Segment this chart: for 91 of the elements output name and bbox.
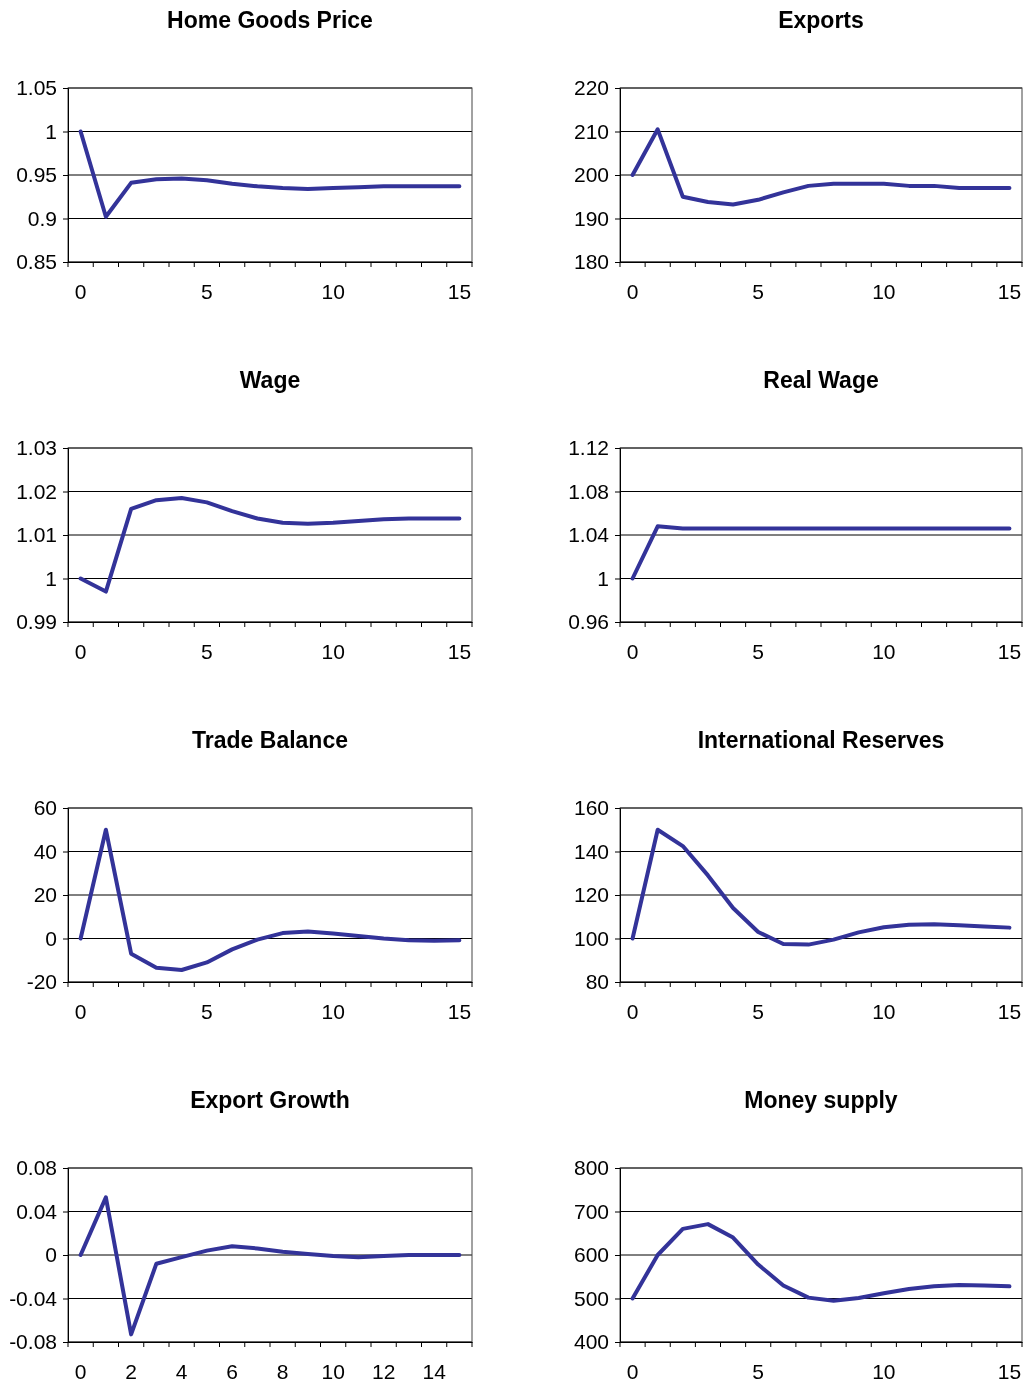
y-tick-label: 80 — [585, 970, 609, 994]
x-tick-label: 15 — [997, 639, 1022, 663]
chart-title: Home Goods Price — [167, 7, 373, 33]
y-tick-label: 0 — [45, 1243, 57, 1267]
y-tick-label: 0.08 — [16, 1156, 57, 1180]
chart-title: Wage — [239, 367, 301, 393]
line-series — [78, 1195, 462, 1337]
x-tick-label: 5 — [201, 639, 213, 663]
y-tick-label: 800 — [573, 1156, 609, 1180]
line-series — [630, 827, 1012, 947]
line-series — [78, 827, 462, 973]
y-tick-label: 100 — [573, 926, 609, 950]
x-tick-label: 14 — [422, 1359, 447, 1383]
y-tick-label: 0.85 — [16, 250, 57, 274]
x-tick-label: 5 — [752, 279, 765, 303]
y-tick-label: 180 — [573, 250, 609, 274]
chart-title: Money supply — [744, 1087, 898, 1113]
y-tick-label: 1 — [45, 566, 57, 590]
x-tick-label: 5 — [201, 999, 213, 1023]
y-tick-label: 1 — [597, 566, 609, 590]
x-tick-label: 10 — [321, 1359, 345, 1383]
y-tick-label: 0.96 — [568, 610, 609, 634]
y-tick-label: 1.03 — [16, 436, 57, 460]
x-tick-label: 10 — [321, 999, 345, 1023]
y-tick-label: 0.99 — [16, 610, 57, 634]
x-tick-label: 0 — [74, 639, 87, 663]
line-series — [78, 129, 462, 219]
x-tick-label: 0 — [626, 999, 639, 1023]
line-series — [630, 1222, 1012, 1303]
y-tick-label: 210 — [573, 119, 609, 143]
y-tick-label: 0 — [45, 926, 57, 950]
y-tick-label: 120 — [573, 883, 609, 907]
x-tick-label: 0 — [626, 1359, 639, 1383]
x-tick-label: 10 — [872, 639, 896, 663]
y-tick-label: 500 — [573, 1286, 609, 1310]
x-tick-label: 5 — [752, 1359, 765, 1383]
x-tick-label: 5 — [752, 639, 765, 663]
x-tick-label: 15 — [997, 279, 1022, 303]
y-tick-label: 0.04 — [16, 1199, 58, 1223]
y-tick-label: 700 — [573, 1199, 609, 1223]
y-tick-label: 1.12 — [568, 436, 609, 460]
y-tick-label: 1.01 — [16, 523, 57, 547]
x-tick-label: 15 — [447, 639, 472, 663]
y-tick-label: 1.08 — [568, 479, 609, 503]
x-tick-label: 15 — [997, 1359, 1022, 1383]
chart-title: Exports — [778, 7, 864, 33]
y-tick-label: 1 — [45, 119, 57, 143]
x-tick-label: 10 — [872, 1359, 896, 1383]
chart-title: International Reserves — [697, 727, 945, 753]
y-tick-label: 220 — [573, 76, 609, 100]
y-tick-label: -0.04 — [9, 1286, 58, 1310]
chart-title: Export Growth — [190, 1087, 350, 1113]
x-tick-label: 5 — [201, 279, 213, 303]
y-tick-label: 1.02 — [16, 479, 57, 503]
x-tick-label: 0 — [74, 279, 87, 303]
y-tick-label: 0.9 — [27, 206, 57, 230]
x-tick-label: 10 — [321, 279, 345, 303]
chart-title: Trade Balance — [192, 727, 348, 753]
y-tick-label: 1.04 — [568, 523, 610, 547]
x-tick-label: 6 — [226, 1359, 238, 1383]
y-tick-label: 0.95 — [16, 163, 57, 187]
x-tick-label: 0 — [74, 999, 87, 1023]
x-tick-label: 2 — [125, 1359, 137, 1383]
y-tick-label: 1.05 — [16, 76, 57, 100]
y-tick-label: -0.08 — [9, 1330, 57, 1354]
line-series — [630, 127, 1012, 207]
x-tick-label: 0 — [626, 639, 639, 663]
y-tick-label: 40 — [33, 839, 57, 863]
x-tick-label: 15 — [447, 999, 472, 1023]
x-tick-label: 12 — [371, 1359, 396, 1383]
x-tick-label: 0 — [626, 279, 639, 303]
x-tick-label: 10 — [872, 279, 896, 303]
x-tick-label: 5 — [752, 999, 765, 1023]
y-tick-label: -20 — [26, 970, 57, 994]
x-tick-label: 10 — [872, 999, 896, 1023]
y-tick-label: 190 — [573, 206, 609, 230]
x-tick-label: 15 — [447, 279, 472, 303]
chart-title: Real Wage — [763, 367, 879, 393]
y-tick-label: 140 — [573, 839, 609, 863]
x-tick-label: 8 — [276, 1359, 289, 1383]
y-tick-label: 20 — [33, 883, 57, 907]
y-tick-label: 160 — [573, 796, 609, 820]
y-tick-label: 200 — [573, 163, 609, 187]
x-tick-label: 15 — [997, 999, 1022, 1023]
x-tick-label: 0 — [74, 1359, 87, 1383]
x-tick-label: 4 — [175, 1359, 188, 1383]
y-tick-label: 600 — [573, 1243, 609, 1267]
x-tick-label: 10 — [321, 639, 345, 663]
y-tick-label: 60 — [33, 796, 57, 820]
y-tick-label: 400 — [573, 1330, 609, 1354]
line-series — [78, 496, 462, 594]
